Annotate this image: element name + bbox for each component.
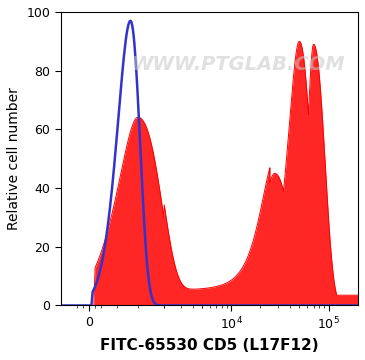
Y-axis label: Relative cell number: Relative cell number: [7, 87, 21, 230]
Text: WWW.PTGLAB.COM: WWW.PTGLAB.COM: [132, 55, 346, 74]
X-axis label: FITC-65530 CD5 (L17F12): FITC-65530 CD5 (L17F12): [100, 338, 319, 353]
